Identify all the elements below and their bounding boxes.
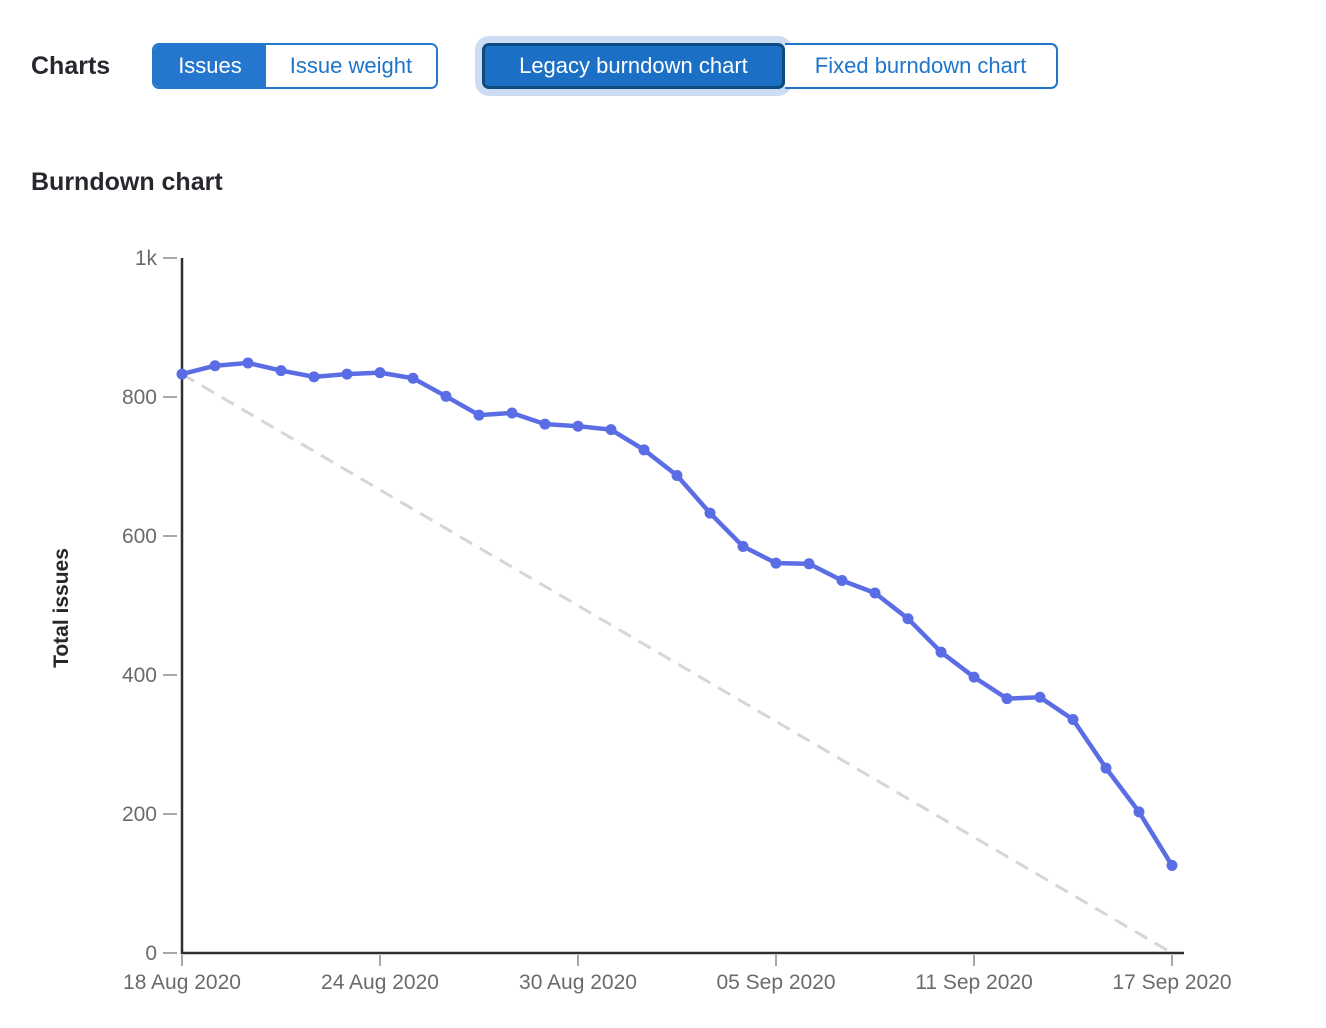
charts-label: Charts bbox=[31, 51, 111, 80]
svg-text:0: 0 bbox=[145, 942, 157, 965]
legacy-burndown-chart-button[interactable]: Legacy burndown chart bbox=[482, 43, 785, 89]
svg-text:200: 200 bbox=[122, 803, 157, 826]
svg-text:30 Aug 2020: 30 Aug 2020 bbox=[519, 971, 637, 994]
svg-text:800: 800 bbox=[122, 386, 157, 409]
svg-text:17 Sep 2020: 17 Sep 2020 bbox=[1112, 971, 1231, 994]
svg-text:11 Sep 2020: 11 Sep 2020 bbox=[915, 971, 1033, 994]
charts-toolbar: Charts Issues Issue weight Legacy burndo… bbox=[31, 40, 1059, 92]
svg-text:24 Aug 2020: 24 Aug 2020 bbox=[321, 971, 439, 994]
svg-text:18 Aug 2020: 18 Aug 2020 bbox=[123, 971, 241, 994]
chart-type-toggle-group: Legacy burndown chart Fixed burndown cha… bbox=[482, 43, 1059, 89]
svg-text:600: 600 bbox=[122, 525, 157, 548]
page-title: Burndown chart bbox=[31, 168, 223, 196]
fixed-burndown-chart-button[interactable]: Fixed burndown chart bbox=[784, 43, 1059, 89]
issues-toggle-button[interactable]: Issues bbox=[154, 45, 266, 87]
burndown-chart-svg: 0 200 400 600 800 1k 18 Aug 2020 24 Aug 2020 30 … bbox=[50, 247, 1232, 994]
issue-weight-toggle-button[interactable]: Issue weight bbox=[265, 45, 437, 87]
metric-toggle-group: Issues Issue weight bbox=[152, 43, 439, 89]
svg-text:05 Sep 2020: 05 Sep 2020 bbox=[716, 971, 835, 994]
svg-text:1k: 1k bbox=[135, 247, 158, 270]
y-axis-title: Total issues bbox=[50, 548, 73, 668]
burndown-chart: 0 200 400 600 800 1k 18 Aug 2020 24 Aug 2020 30 … bbox=[0, 230, 1326, 1020]
svg-text:400: 400 bbox=[122, 664, 157, 687]
